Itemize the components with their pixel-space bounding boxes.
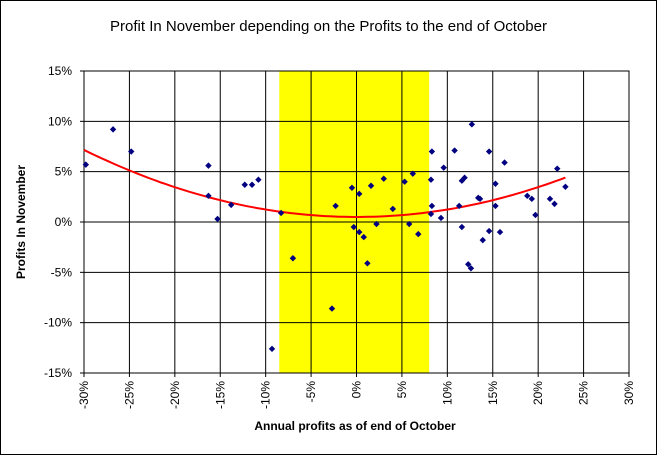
y-tick-label: -5% (51, 265, 73, 279)
x-tick-label: -20% (168, 381, 182, 409)
data-point (367, 182, 375, 189)
data-point (248, 181, 256, 188)
y-tick-label: 15% (48, 64, 72, 78)
data-point (427, 176, 435, 183)
gridlines (83, 70, 630, 374)
data-point (214, 215, 221, 223)
trendline (83, 149, 566, 218)
data-point (562, 183, 569, 190)
data-point (328, 305, 336, 312)
data-point (255, 176, 262, 183)
data-point (109, 126, 117, 133)
x-tick-label: 25% (577, 381, 591, 405)
y-tick-labels: 15% 10% 5% 0% -5% -10% -15% (44, 64, 72, 380)
data-point (492, 180, 499, 187)
x-tick-label: -30% (77, 381, 91, 409)
data-points (82, 121, 569, 353)
x-tick-label: 5% (395, 381, 409, 399)
data-point (551, 200, 558, 208)
data-point (428, 202, 436, 210)
data-point (492, 202, 499, 210)
data-point (364, 260, 371, 267)
y-tick-label: 5% (55, 165, 73, 179)
data-point (405, 220, 413, 228)
x-tick-label: 15% (486, 381, 500, 405)
data-point (268, 345, 276, 353)
data-point (496, 228, 504, 236)
data-point (205, 162, 212, 169)
chart-title: Profit In November depending on the Prof… (110, 18, 547, 35)
data-point (427, 210, 435, 218)
data-point (401, 178, 408, 185)
x-tick-label: 30% (622, 381, 636, 405)
y-tick-label: -15% (44, 366, 72, 380)
data-point (277, 209, 285, 217)
x-axis-label: Annual profits as of end of October (254, 419, 456, 433)
axes (80, 70, 630, 377)
data-point (479, 236, 486, 244)
x-tick-label: -15% (213, 381, 227, 409)
data-point (415, 230, 422, 238)
y-tick-label: -10% (44, 316, 72, 330)
data-point (332, 202, 339, 210)
data-point (465, 261, 472, 268)
x-tick-label: 0% (350, 381, 364, 399)
data-point (458, 223, 466, 231)
data-point (546, 195, 554, 203)
x-tick-label: -5% (304, 381, 318, 403)
data-point (227, 201, 235, 209)
data-point (128, 148, 135, 155)
data-point (455, 202, 463, 210)
x-tick-label: 20% (531, 381, 545, 405)
data-point (356, 228, 363, 236)
data-point (468, 121, 476, 128)
data-point (437, 214, 445, 222)
data-point (428, 148, 436, 155)
data-point (350, 223, 357, 231)
data-point (476, 195, 484, 203)
data-point (409, 170, 417, 177)
data-point (524, 192, 531, 200)
data-point (380, 175, 387, 182)
trendline-layer (83, 149, 566, 218)
data-point (461, 174, 468, 181)
x-tick-label: -25% (122, 381, 136, 409)
data-point (389, 205, 397, 213)
data-point (532, 211, 539, 219)
x-tick-labels: -30% -25% -20% -15% -10% -5% 0% 5% 10% 15% 20% 25% 3… (77, 381, 636, 409)
data-point (373, 220, 380, 228)
data-point (205, 192, 212, 200)
data-point (451, 147, 458, 154)
data-point (554, 165, 561, 172)
data-point (467, 265, 475, 272)
data-point (348, 184, 356, 191)
data-point (440, 164, 447, 171)
x-tick-label: -10% (259, 381, 273, 409)
data-point (241, 181, 248, 188)
data-point (501, 159, 508, 166)
data-point (485, 227, 493, 235)
data-point (485, 148, 493, 155)
data-point (528, 195, 536, 203)
data-point (356, 190, 363, 198)
x-tick-label: 10% (440, 381, 454, 405)
data-point (289, 255, 297, 262)
data-point (82, 161, 90, 168)
data-point (360, 233, 367, 241)
y-tick-label: 0% (55, 215, 73, 229)
y-tick-label: 10% (48, 114, 72, 128)
